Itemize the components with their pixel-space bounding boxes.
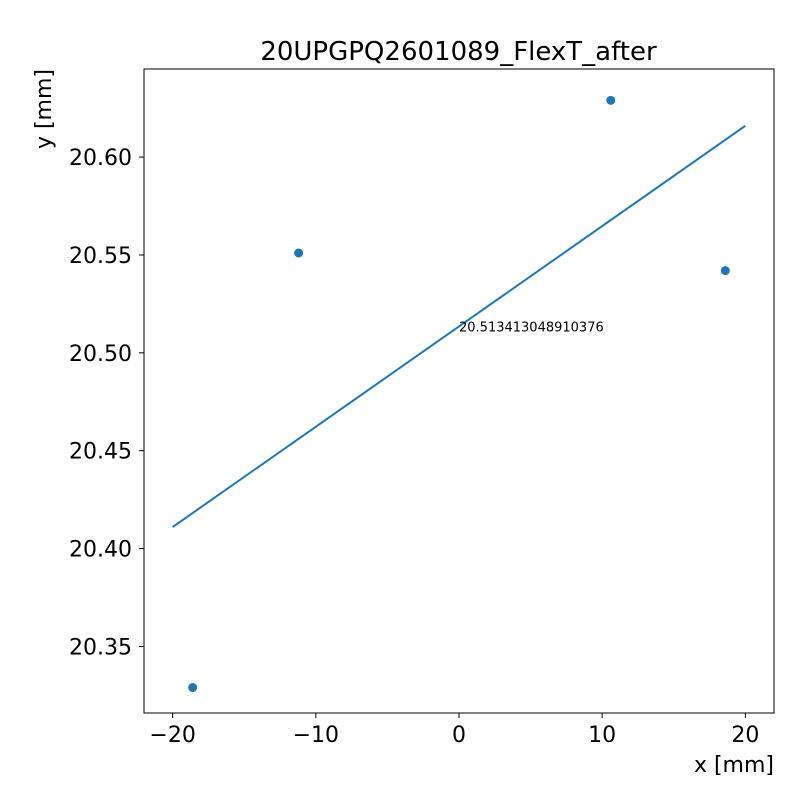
plot-area: 20.513413048910376 <box>172 95 746 693</box>
x-tick-label: 10 <box>588 723 616 748</box>
y-tick-label: 20.40 <box>69 538 132 563</box>
y-axis-label: y [mm] <box>32 69 57 149</box>
y-axis: 20.35 20.40 20.45 20.50 20.55 20.60 <box>69 146 144 660</box>
data-point <box>188 683 198 693</box>
y-tick-label: 20.45 <box>69 440 132 465</box>
y-tick-label: 20.55 <box>69 244 132 269</box>
data-point <box>720 266 730 276</box>
y-tick-label: 20.60 <box>69 146 132 171</box>
data-point <box>606 95 616 105</box>
y-tick-label: 20.35 <box>69 635 132 660</box>
x-tick-label: −10 <box>293 723 339 748</box>
y-tick-label: 20.50 <box>69 342 132 367</box>
x-tick-label: −20 <box>149 723 195 748</box>
fit-line <box>172 124 746 528</box>
x-axis: −20 −10 0 10 20 <box>149 713 759 748</box>
x-tick-label: 20 <box>731 723 759 748</box>
annotation-text: 20.513413048910376 <box>459 320 604 335</box>
chart-title: 20UPGPQ2601089_FlexT_after <box>260 37 657 67</box>
x-tick-label: 0 <box>452 723 466 748</box>
x-axis-label: x [mm] <box>694 753 774 778</box>
data-point <box>294 248 304 258</box>
